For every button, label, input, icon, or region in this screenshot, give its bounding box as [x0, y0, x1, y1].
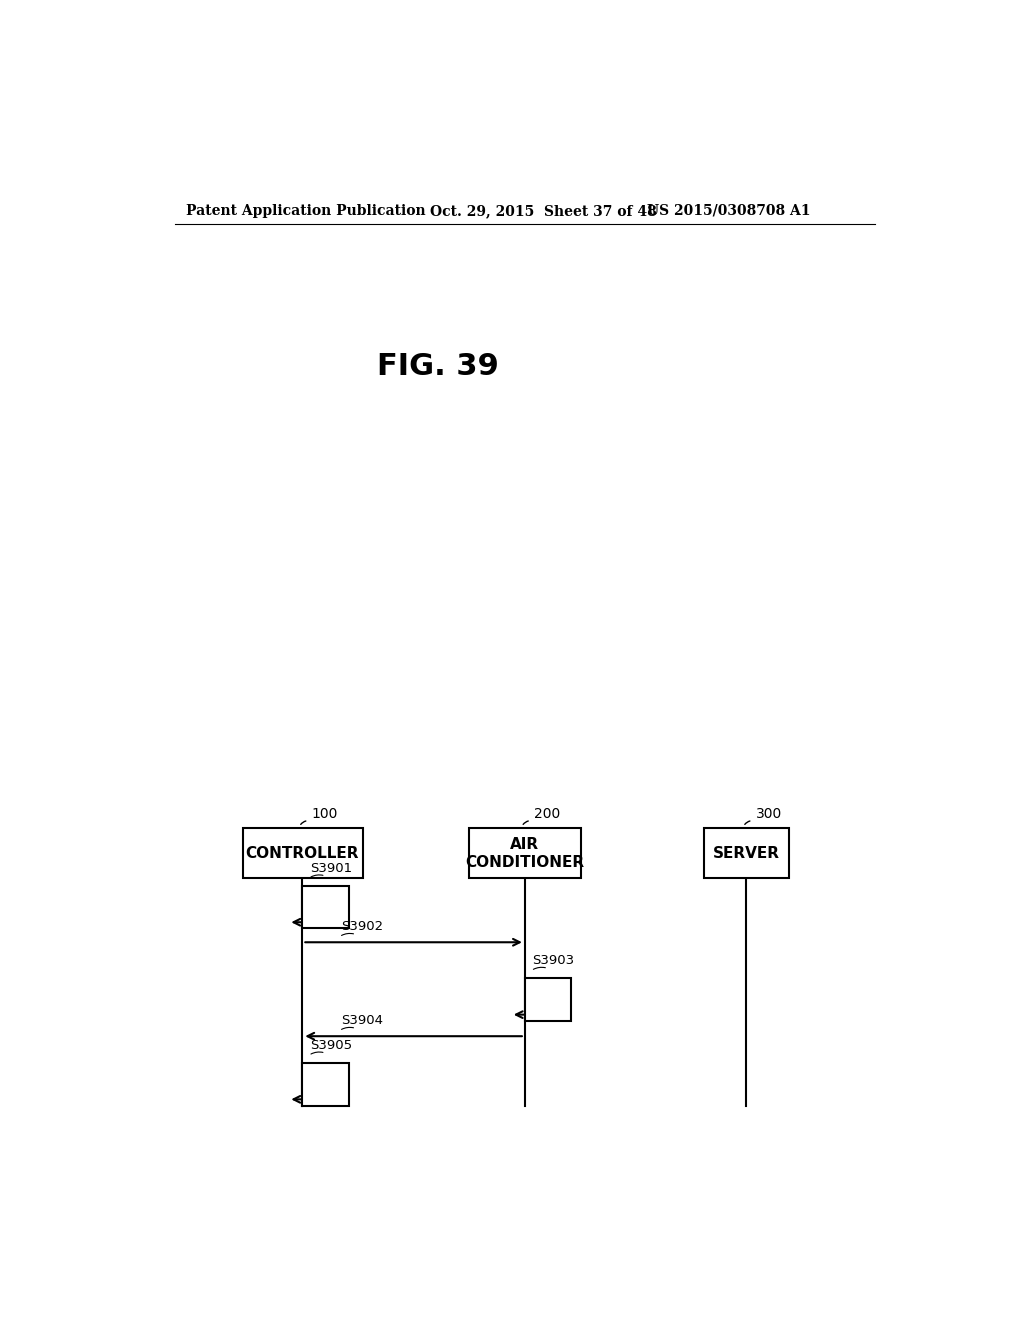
Text: 100: 100 — [311, 807, 338, 821]
Text: SERVER: SERVER — [713, 846, 780, 861]
Bar — [243, 829, 362, 878]
Text: CONTROLLER: CONTROLLER — [246, 846, 359, 861]
Text: S3903: S3903 — [532, 954, 574, 966]
Bar — [302, 1063, 349, 1105]
Bar — [302, 886, 349, 928]
Text: US 2015/0308708 A1: US 2015/0308708 A1 — [647, 203, 811, 218]
Text: Patent Application Publication: Patent Application Publication — [186, 203, 426, 218]
Text: AIR
CONDITIONER: AIR CONDITIONER — [465, 837, 585, 870]
Text: FIG. 39: FIG. 39 — [377, 352, 499, 380]
Text: S3902: S3902 — [341, 920, 383, 933]
Bar — [524, 978, 571, 1020]
Bar — [469, 829, 582, 878]
Text: Oct. 29, 2015  Sheet 37 of 48: Oct. 29, 2015 Sheet 37 of 48 — [430, 203, 657, 218]
Text: 200: 200 — [535, 807, 560, 821]
Text: S3901: S3901 — [310, 862, 352, 874]
Bar — [703, 829, 790, 878]
Text: S3904: S3904 — [341, 1014, 383, 1027]
Text: 300: 300 — [756, 807, 782, 821]
Text: S3905: S3905 — [310, 1039, 352, 1052]
